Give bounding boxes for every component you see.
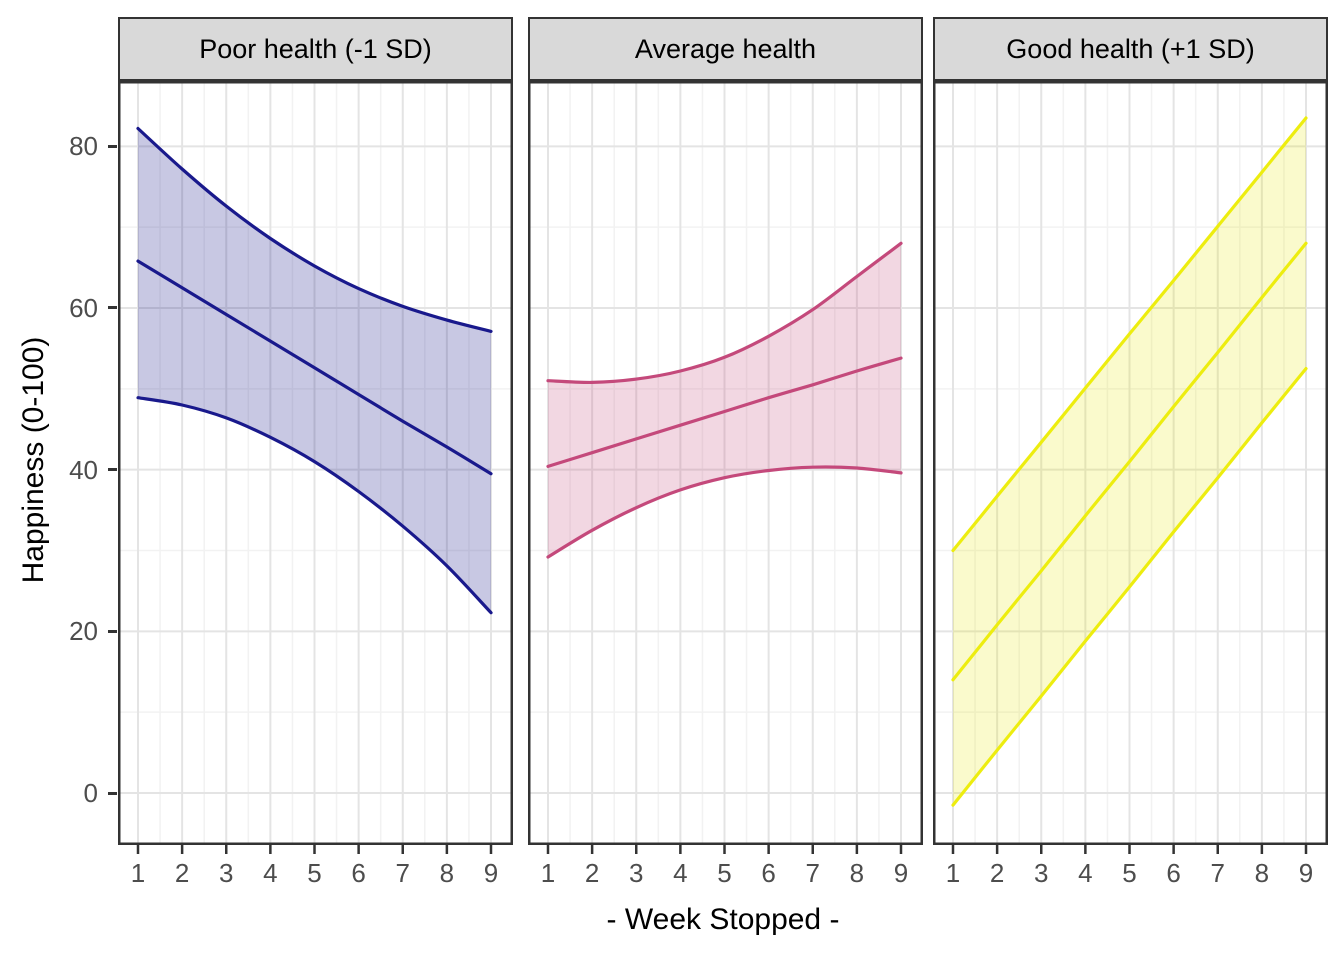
y-tick-mark	[108, 791, 117, 795]
facet-strip-label: Good health (+1 SD)	[933, 17, 1328, 81]
facet-plot-area	[933, 81, 1328, 854]
y-tick-mark	[108, 468, 117, 472]
y-tick-label: 0	[83, 778, 98, 808]
y-tick-label: 40	[69, 454, 98, 485]
facet-2: Average health	[528, 17, 923, 856]
mean-line	[546, 356, 903, 468]
facet-plot-area	[528, 81, 923, 854]
x-tick-label: 1	[540, 858, 556, 888]
x-axis-title: - Week Stopped -	[606, 903, 840, 936]
confidence-ribbon	[548, 243, 901, 558]
x-tick-label: 1	[945, 858, 961, 888]
x-tick-label: 4	[1078, 858, 1093, 888]
x-tick-label: 2	[174, 858, 190, 888]
x-tick-label: 6	[351, 858, 366, 888]
x-tick-label: 6	[1166, 858, 1181, 888]
mean-line	[136, 259, 493, 476]
x-tick-label: 4	[673, 858, 688, 888]
y-tick-mark	[108, 629, 117, 633]
x-tick-label: 2	[584, 858, 600, 888]
y-tick-label: 60	[69, 292, 98, 323]
facet-strip-label: Poor health (-1 SD)	[118, 17, 513, 81]
ci-lower-line	[546, 465, 903, 559]
x-tick-label: 5	[307, 858, 322, 888]
y-tick-mark	[108, 306, 117, 310]
x-tick-label: 2	[989, 858, 1005, 888]
x-tick-label: 5	[1122, 858, 1137, 888]
x-tick-label: 7	[1210, 858, 1225, 888]
ci-lower-line	[951, 367, 1308, 807]
y-tick-label: 80	[69, 131, 98, 162]
x-tick-label: 8	[439, 858, 455, 888]
confidence-ribbon	[138, 128, 491, 613]
mean-line	[951, 241, 1308, 682]
ci-upper-line	[546, 241, 903, 385]
facet-1: Poor health (-1 SD)	[118, 17, 513, 856]
facet-plot-area	[118, 81, 513, 854]
x-tick-label: 5	[717, 858, 732, 888]
x-tick-label: 1	[130, 858, 146, 888]
x-tick-label: 9	[1298, 858, 1314, 888]
x-tick-label: 4	[263, 858, 278, 888]
facet-strip-label: Average health	[528, 17, 923, 81]
x-tick-label: 3	[219, 858, 234, 888]
y-tick-label: 20	[69, 616, 98, 647]
x-tick-label: 7	[395, 858, 410, 888]
x-tick-label: 7	[805, 858, 820, 888]
x-tick-label: 3	[1034, 858, 1049, 888]
ci-upper-line	[136, 126, 493, 333]
x-tick-label: 8	[1254, 858, 1270, 888]
y-tick-mark	[108, 144, 117, 148]
x-tick-label: 9	[483, 858, 499, 888]
facet-3: Good health (+1 SD)	[933, 17, 1328, 856]
x-tick-label: 9	[893, 858, 909, 888]
x-tick-label: 3	[629, 858, 644, 888]
ci-upper-line	[951, 116, 1308, 553]
x-tick-label: 8	[849, 858, 865, 888]
ci-lower-line	[136, 396, 493, 615]
x-tick-label: 6	[761, 858, 776, 888]
